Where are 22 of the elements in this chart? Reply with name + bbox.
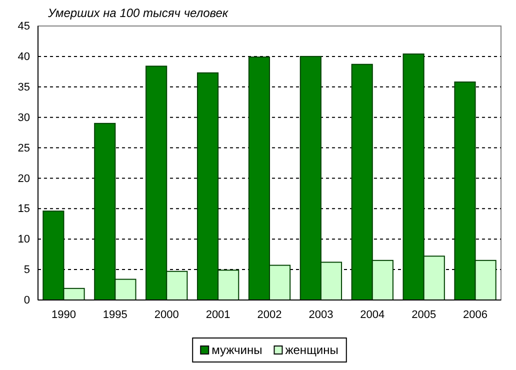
x-tick-label: 2000 xyxy=(154,308,179,321)
chart-title: Умерших на 100 тысяч человек xyxy=(47,6,230,20)
x-tick-label: 2003 xyxy=(308,308,334,321)
x-tick-label: 2005 xyxy=(412,308,436,321)
y-tick-label: 20 xyxy=(18,172,30,185)
x-tick-label: 2006 xyxy=(463,308,488,321)
y-tick-label: 40 xyxy=(18,50,30,63)
y-tick-label: 0 xyxy=(24,294,30,307)
y-tick-label: 25 xyxy=(18,142,30,154)
y-tick-label: 45 xyxy=(18,20,30,33)
x-tick-label: 2001 xyxy=(206,308,230,321)
x-tick-label: 2002 xyxy=(257,308,282,321)
y-tick-label: 5 xyxy=(24,264,30,276)
y-tick-label: 35 xyxy=(18,81,30,94)
y-tick-label: 30 xyxy=(18,112,30,124)
y-tick-label: 10 xyxy=(18,234,30,246)
x-tick-label: 2004 xyxy=(360,308,385,321)
legend-label: женщины xyxy=(285,343,338,357)
legend-label: мужчины xyxy=(212,343,262,357)
x-tick-label: 1995 xyxy=(102,308,128,321)
y-tick-label: 15 xyxy=(18,203,30,216)
x-tick-label: 1990 xyxy=(51,308,76,321)
